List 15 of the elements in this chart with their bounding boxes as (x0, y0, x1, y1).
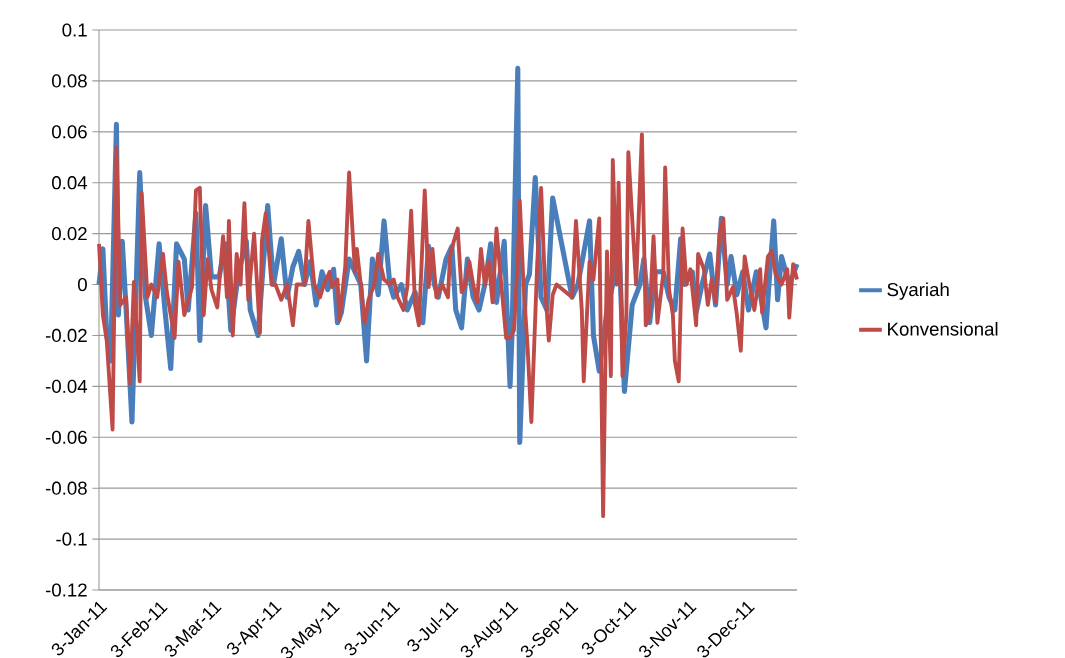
y-tick-label: 0.06 (52, 125, 87, 139)
y-tick-label: -0.12 (45, 583, 87, 597)
y-tick-label: -0.08 (45, 481, 87, 495)
y-tick-label: -0.06 (45, 430, 87, 444)
y-tick-label: 0 (77, 277, 87, 292)
y-tick-label: -0.1 (56, 532, 87, 546)
y-tick-label: -0.02 (45, 328, 87, 343)
legend-label: Syariah (887, 282, 949, 300)
y-tick-label: 0.02 (52, 227, 87, 241)
y-tick-label: 0.08 (52, 74, 87, 88)
legend-label: Konvensional (888, 322, 998, 336)
y-tick-label: 0.1 (62, 23, 87, 37)
line-series (97, 132, 799, 519)
y-tick-label: 0.04 (52, 176, 88, 190)
y-tick-label: -0.04 (45, 379, 88, 393)
